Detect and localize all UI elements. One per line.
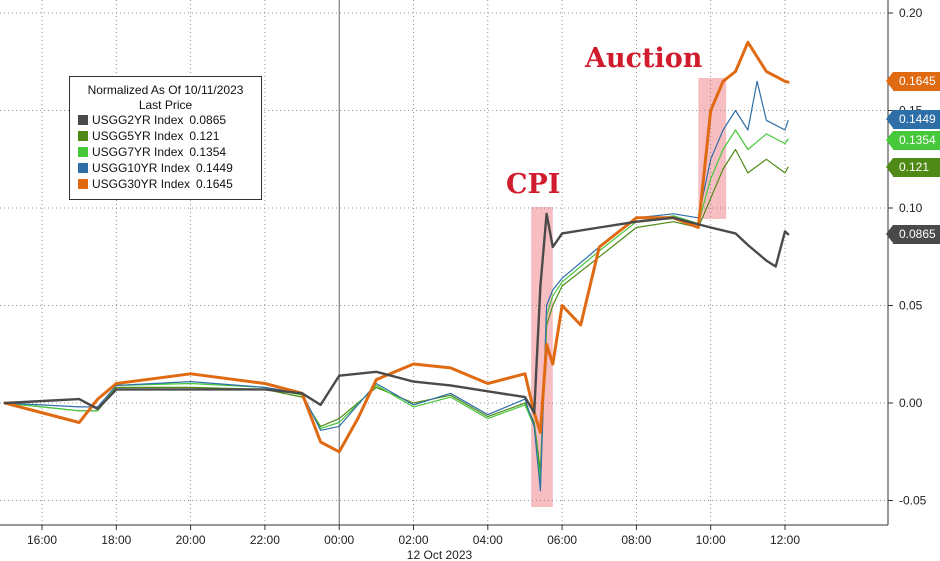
legend-swatch [78,179,88,189]
y-tick-label: -0.05 [899,494,927,508]
x-tick-label: 04:00 [473,533,503,547]
y-tick-label: 0.20 [899,6,923,20]
legend-entry-value: 0.1449 [196,161,233,175]
legend-entry-name: USGG5YR Index [92,129,184,143]
legend-subtitle: Last Price [138,98,193,112]
legend: Normalized As Of 10/11/2023 Last Price U… [69,76,262,200]
x-tick-label: 20:00 [176,533,206,547]
legend-title: Normalized As Of 10/11/2023 [87,83,244,97]
x-tick-label: 08:00 [621,533,651,547]
series-line-usgg30yr [3,40,790,454]
annotation-band [531,207,553,507]
legend-swatch [78,163,88,173]
legend-swatch [78,131,88,141]
x-tick-label: 12:00 [770,533,800,547]
last-price-tag-30yr: 0.1645 [886,72,940,91]
annotation-auction: Auction [585,43,703,74]
series-line-usgg2yr [3,212,790,414]
legend-entry-value: 0.0865 [189,113,227,127]
legend-entry: USGG7YR Index 0.1354 [70,144,261,160]
x-tick-label: 06:00 [547,533,577,547]
legend-entry: USGG10YR Index 0.1449 [70,160,261,176]
legend-swatch [78,147,88,157]
legend-swatch [78,115,88,125]
x-tick-label: 02:00 [398,533,428,547]
legend-entry-name: USGG10YR Index [92,161,191,175]
x-tick-label: 10:00 [696,533,726,547]
y-tick-label: 0.05 [899,299,923,313]
last-price-tag-5yr: 0.121 [886,158,940,177]
legend-entry: USGG5YR Index 0.121 [70,128,261,144]
legend-entry-value: 0.1354 [189,145,227,159]
legend-entry-name: USGG2YR Index [92,113,184,127]
y-tick-label: 0.10 [899,201,923,215]
last-price-tag-7yr: 0.1354 [886,131,940,150]
x-tick-label: 22:00 [250,533,280,547]
last-price-tag-2yr: 0.0865 [886,225,940,244]
x-date-label: 12 Oct 2023 [407,548,473,561]
series-line-usgg10yr [4,80,789,492]
legend-entry: USGG30YR Index 0.1645 [70,176,261,192]
legend-entry-name: USGG30YR Index [92,177,191,191]
y-tick-label: 0.00 [899,396,923,410]
legend-entry-value: 0.1645 [196,177,233,191]
last-price-tag-10yr: 0.1449 [886,110,940,129]
legend-entry-name: USGG7YR Index [92,145,184,159]
x-tick-label: 16:00 [27,533,57,547]
legend-entry-value: 0.121 [189,129,220,143]
x-tick-label: 18:00 [101,533,131,547]
annotation-cpi: CPI [506,169,561,200]
x-tick-label: 00:00 [324,533,354,547]
legend-entry: USGG2YR Index 0.0865 [70,112,261,128]
